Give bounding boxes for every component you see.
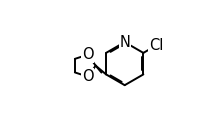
Text: O: O (82, 47, 94, 62)
Text: O: O (82, 69, 94, 84)
Text: Cl: Cl (149, 38, 163, 53)
Text: N: N (119, 35, 130, 50)
